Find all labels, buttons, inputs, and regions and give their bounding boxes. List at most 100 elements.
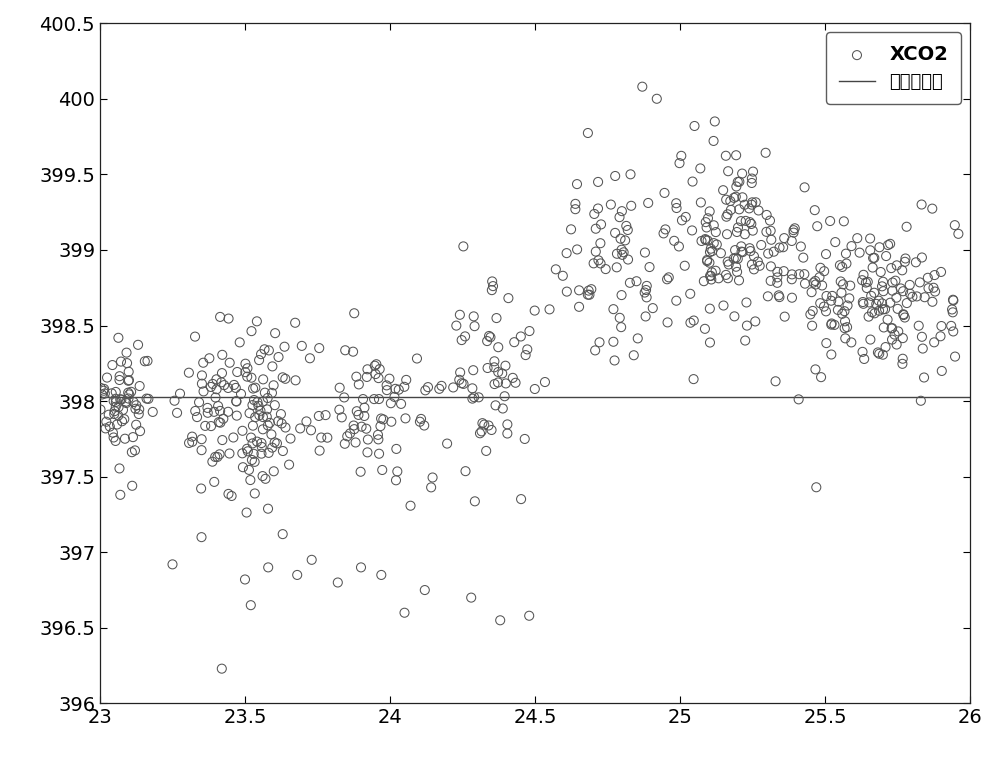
XCO2: [189, 411, 205, 424]
XCO2: [387, 383, 403, 395]
XCO2: [569, 243, 585, 256]
XCO2: [752, 260, 768, 272]
XCO2: [920, 282, 936, 295]
XCO2: [830, 295, 846, 308]
XCO2: [228, 395, 244, 407]
XCO2: [332, 382, 348, 394]
XCO2: [682, 288, 698, 300]
XCO2: [448, 319, 464, 332]
XCO2: [417, 584, 433, 596]
XCO2: [861, 311, 877, 323]
XCO2: [222, 356, 238, 369]
XCO2: [702, 270, 718, 282]
XCO2: [645, 302, 661, 315]
XCO2: [763, 224, 779, 237]
XCO2: [874, 298, 890, 310]
XCO2: [228, 395, 244, 407]
XCO2: [257, 472, 273, 485]
XCO2: [812, 261, 828, 274]
XCO2: [890, 303, 906, 315]
XCO2: [862, 244, 878, 257]
XCO2: [434, 380, 450, 392]
XCO2: [388, 443, 404, 455]
XCO2: [486, 355, 502, 367]
XCO2: [232, 336, 248, 349]
XCO2: [351, 378, 367, 390]
XCO2: [698, 216, 714, 228]
XCO2: [220, 406, 236, 418]
XCO2: [104, 359, 120, 371]
XCO2: [342, 427, 358, 440]
XCO2: [787, 222, 803, 234]
XCO2: [371, 393, 387, 405]
XCO2: [771, 291, 787, 303]
XCO2: [356, 410, 372, 422]
XCO2: [684, 224, 700, 237]
XCO2: [809, 220, 825, 233]
XCO2: [708, 226, 724, 238]
XCO2: [702, 336, 718, 349]
XCO2: [203, 381, 219, 393]
XCO2: [863, 290, 879, 302]
XCO2: [212, 448, 228, 461]
XCO2: [586, 257, 602, 270]
XCO2: [823, 349, 839, 361]
XCO2: [513, 493, 529, 506]
XCO2: [194, 531, 210, 543]
XCO2: [487, 378, 503, 390]
XCO2: [120, 386, 136, 399]
XCO2: [482, 331, 498, 343]
XCO2: [637, 247, 653, 259]
XCO2: [637, 286, 653, 298]
XCO2: [806, 277, 822, 289]
XCO2: [267, 327, 283, 339]
XCO2: [108, 434, 124, 447]
XCO2: [181, 366, 197, 379]
XCO2: [273, 408, 289, 421]
XCO2: [659, 273, 675, 285]
XCO2: [239, 370, 255, 383]
XCO2: [734, 246, 750, 258]
XCO2: [131, 408, 147, 421]
XCO2: [718, 269, 734, 281]
XCO2: [875, 303, 891, 315]
XCO2: [899, 297, 915, 309]
XCO2: [472, 427, 488, 440]
XCO2: [281, 458, 297, 471]
XCO2: [108, 386, 124, 398]
XCO2: [709, 238, 725, 250]
XCO2: [769, 271, 785, 284]
XCO2: [784, 291, 800, 304]
XCO2: [98, 416, 114, 428]
XCO2: [490, 366, 506, 378]
XCO2: [777, 311, 793, 323]
XCO2: [275, 528, 291, 540]
XCO2: [251, 354, 267, 366]
XCO2: [479, 335, 495, 347]
XCO2: [826, 318, 842, 331]
XCO2: [613, 233, 629, 245]
XCO2: [110, 410, 126, 422]
XCO2: [682, 317, 698, 329]
XCO2: [132, 380, 148, 392]
XCO2: [220, 382, 236, 394]
XCO2: [237, 366, 253, 378]
XCO2: [945, 294, 961, 306]
XCO2: [692, 162, 708, 175]
XCO2: [375, 414, 391, 426]
XCO2: [924, 295, 940, 308]
XCO2: [895, 308, 911, 321]
XCO2: [106, 431, 122, 444]
XCO2: [882, 237, 898, 250]
XCO2: [271, 351, 287, 363]
XCO2: [703, 270, 719, 282]
XCO2: [213, 376, 229, 389]
XCO2: [484, 424, 500, 436]
XCO2: [944, 303, 960, 315]
XCO2: [397, 607, 413, 619]
XCO2: [753, 239, 769, 251]
XCO2: [318, 409, 334, 421]
XCO2: [253, 448, 269, 460]
XCO2: [744, 177, 760, 189]
XCO2: [132, 425, 148, 438]
